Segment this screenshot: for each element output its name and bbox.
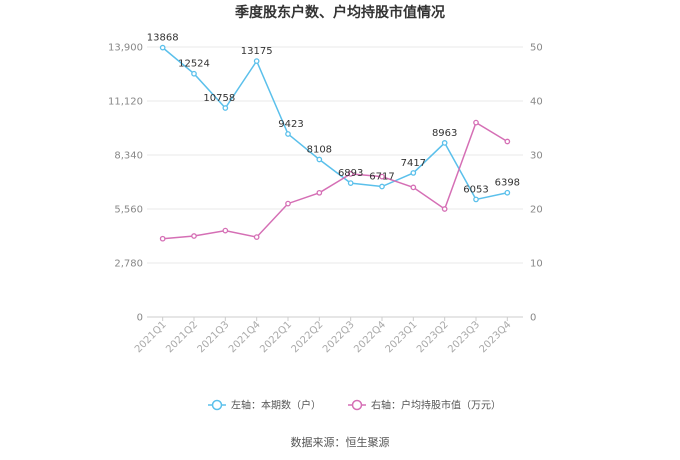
left-tick-label: 2,780 (114, 259, 143, 270)
series-line-right (162, 121, 508, 240)
point-right (441, 206, 448, 212)
source-note: 数据来源：恒生聚源 (291, 435, 390, 449)
data-label: 6398 (495, 178, 520, 189)
point-left (473, 196, 479, 203)
right-tick-label: 50 (530, 43, 543, 54)
point-left (347, 180, 354, 186)
series-line-left (162, 47, 508, 201)
point-left (285, 131, 291, 137)
right-tick-label: 0 (530, 313, 536, 324)
data-label: 8108 (307, 145, 332, 156)
left-tick-label: 5,560 (114, 205, 143, 216)
x-tick-label: 2022Q3 (321, 319, 357, 355)
data-label: 6053 (463, 184, 488, 195)
x-tick-label: 2023Q3 (446, 319, 482, 355)
point-right (347, 171, 354, 177)
point-left (191, 70, 197, 77)
point-left (441, 140, 448, 146)
point-right (379, 173, 385, 180)
point-right (410, 184, 417, 191)
point-right (504, 138, 511, 145)
data-label: 10758 (203, 93, 235, 104)
point-left (253, 58, 260, 64)
data-label: 9423 (278, 119, 303, 130)
point-left (410, 170, 417, 176)
x-tick-label: 2021Q4 (227, 319, 263, 355)
x-tick-label: 2022Q4 (352, 319, 388, 355)
point-right (316, 189, 323, 196)
x-tick-label: 2022Q1 (258, 319, 294, 355)
legend-marker-icon (351, 399, 363, 411)
x-tick-label: 2023Q4 (478, 319, 514, 355)
point-right (191, 233, 197, 239)
legend-label: 右轴：户均持股市值（万元） (371, 399, 501, 412)
point-right (285, 200, 291, 207)
left-tick-label: 13,900 (108, 43, 143, 54)
point-left (159, 44, 166, 51)
point-right (222, 227, 229, 234)
series-group (159, 44, 511, 242)
right-tick-label: 10 (530, 259, 543, 270)
right-tick-label: 20 (530, 205, 543, 216)
data-label: 7417 (401, 158, 426, 169)
point-right (473, 119, 479, 126)
left-tick-label: 0 (137, 313, 143, 324)
right-tick-label: 30 (530, 151, 543, 162)
point-left (316, 156, 323, 163)
left-axis: 0 2,780 5,560 8,340 11,120 13,900 (108, 43, 143, 324)
data-label: 6717 (369, 172, 394, 183)
point-left (379, 183, 385, 190)
legend[interactable]: 左轴：本期数（户） 右轴：户均持股市值（万元） (208, 399, 501, 412)
right-axis: 0 10 20 30 40 50 (530, 43, 543, 324)
right-tick-label: 40 (530, 97, 543, 108)
data-label: 13175 (241, 46, 273, 57)
left-tick-label: 11,120 (108, 97, 143, 108)
legend-item-left[interactable]: 左轴：本期数（户） (208, 399, 321, 412)
point-left (504, 189, 511, 196)
data-label: 6893 (338, 168, 363, 179)
point-right (159, 235, 166, 242)
data-labels: 13868 12524 10758 13175 9423 8108 6893 6717 7417… (147, 33, 520, 196)
left-tick-label: 8,340 (114, 151, 143, 162)
legend-marker-icon (211, 399, 223, 411)
data-label: 13868 (147, 33, 179, 44)
x-tick-label: 2021Q1 (133, 319, 169, 355)
x-tick-label: 2022Q2 (290, 319, 326, 355)
x-tick-label: 2021Q2 (164, 319, 200, 355)
legend-item-right[interactable]: 右轴：户均持股市值（万元） (348, 399, 501, 412)
x-tick-label: 2023Q1 (384, 319, 420, 355)
x-tick-label: 2021Q3 (196, 319, 232, 355)
grid-lines (147, 46, 523, 318)
point-left (222, 105, 229, 111)
data-label: 12524 (178, 59, 210, 70)
point-right (253, 234, 260, 240)
data-label: 8963 (432, 128, 457, 139)
x-axis: 2021Q12021Q22021Q32021Q42022Q12022Q22022… (133, 317, 514, 355)
chart-title: 季度股东户数、户均持股市值情况 (234, 4, 445, 21)
x-tick-label: 2023Q2 (415, 319, 451, 355)
legend-label: 左轴：本期数（户） (231, 399, 321, 412)
